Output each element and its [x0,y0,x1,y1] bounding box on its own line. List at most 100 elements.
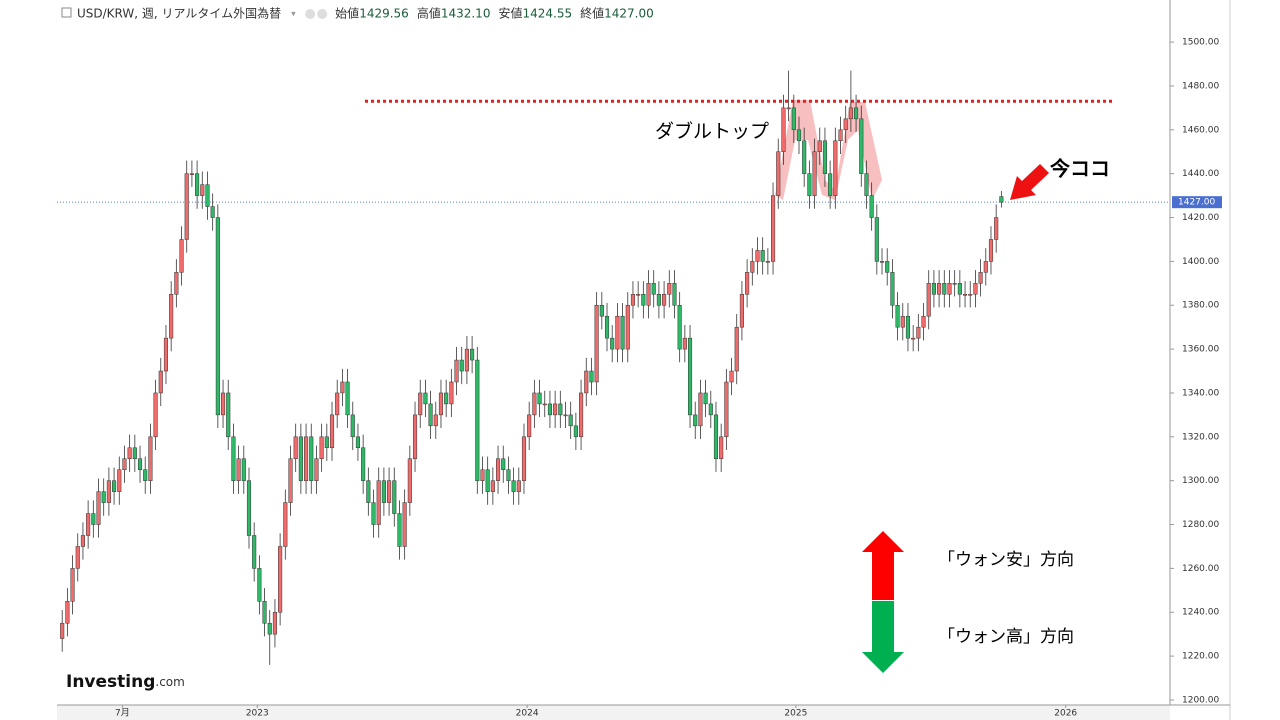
x-tick-label: 2024 [516,709,539,719]
candle-body [947,283,952,295]
candle-body [662,294,667,306]
candle-body [101,491,106,503]
y-tick-label: 1480.00 [1182,81,1219,91]
candle-body [854,107,859,120]
candle-body [252,535,257,569]
candle-body [656,294,661,306]
candle-body [340,381,345,394]
candle-body [464,348,469,372]
candle-body [687,337,693,416]
candle-body [760,250,765,262]
candle-body [755,250,760,262]
candle-body [433,414,438,427]
logo: Investing.com [66,672,185,692]
candle-body [547,403,552,416]
candle-body [724,381,729,438]
candle-body [112,480,117,492]
candle-body [521,436,527,481]
y-tick-label: 1420.00 [1182,213,1219,223]
field-label: 安値 [498,6,522,21]
candle-body [304,436,309,481]
candle-body [257,568,262,602]
candle-body [973,283,978,295]
candle-body [589,370,594,383]
candle-body [246,480,252,536]
candle-body [516,480,521,492]
candle-body [371,502,376,525]
candle-body [122,458,127,470]
collapse-icon[interactable] [61,7,72,18]
candle-body [324,436,329,449]
candle-body [895,304,900,328]
candle-body [962,294,968,296]
candle-body [381,480,386,503]
candle-body [667,283,672,295]
settings-icon[interactable] [317,9,328,19]
candle-body [558,403,563,416]
settings-icon[interactable] [305,9,316,19]
won-strong-label: 「ウォン高」方向 [938,627,1074,647]
candle-body [490,480,495,492]
candle-body [184,173,189,240]
candle-body [739,294,744,328]
candle-body [620,315,625,350]
candle-body [921,315,926,328]
field-label: 始値 [335,6,359,21]
candle-body [298,436,303,481]
candle-body [584,370,589,394]
candle-body [215,217,220,416]
candle-body [361,447,366,481]
field-label: 高値 [417,6,441,21]
last-price-box [1172,196,1222,209]
candle-body [926,283,931,317]
candle-body [226,392,231,438]
candle-body [454,359,459,383]
candle-body [594,304,599,383]
candle-body [506,469,511,481]
candle-body [288,458,293,503]
candle-body [703,392,708,405]
candle-body [610,337,615,350]
candle-body [983,261,988,273]
y-tick-label: 1360.00 [1182,345,1219,355]
candle-body [236,458,241,481]
candle-body [241,458,246,481]
candle-body [698,392,703,427]
y-tick-label: 1240.00 [1182,608,1219,618]
logo-suffix: .com [155,675,184,689]
y-tick-label: 1500.00 [1182,38,1219,48]
candle-body [905,315,911,339]
up-arrow [862,531,904,600]
candle-body [677,304,682,350]
now-label: 今ココ [1050,157,1110,181]
field-value: 1432.10 [441,7,491,21]
candle-body [568,414,573,427]
candle-body [885,261,890,273]
x-tick-label: 7月 [115,708,130,719]
candle-body [174,272,179,295]
y-tick-label: 1280.00 [1182,520,1219,530]
candle-body [355,436,361,449]
candle-body [651,283,656,295]
field-value: 1424.55 [522,7,572,21]
candle-body [791,107,796,131]
candle-body [713,414,719,459]
candle-body [937,283,942,295]
candle-body [96,491,101,525]
candle-body [428,403,433,427]
candle-body [475,359,480,481]
candle-body [480,469,485,481]
won-weak-label: 「ウォン安」方向 [938,550,1074,570]
candle-body [532,392,537,416]
candle-body [911,337,916,340]
candle-body [636,294,641,296]
candle-body [127,447,132,459]
y-tick-label: 1440.00 [1182,169,1219,179]
candle-body [745,272,750,295]
candle-body [329,414,335,449]
candle-body [511,480,516,492]
candle-body [106,480,111,503]
candle-body [968,294,973,296]
candle-body [879,261,885,263]
